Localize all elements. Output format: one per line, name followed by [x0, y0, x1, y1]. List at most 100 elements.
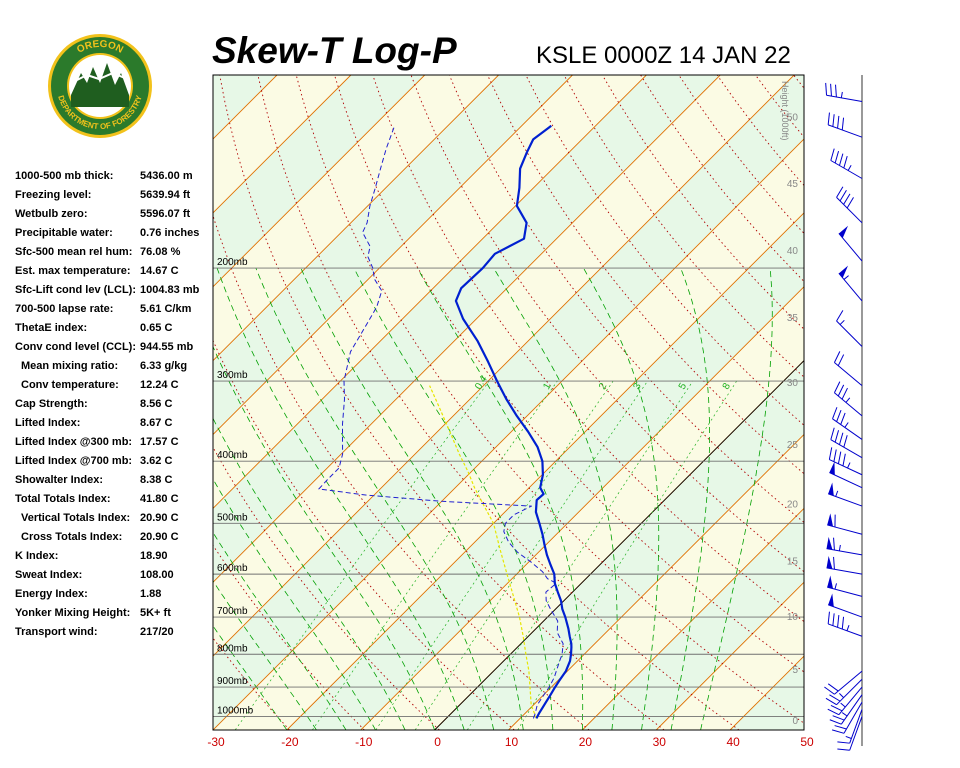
index-row: Conv cond level (CCL): 944.55 mb	[15, 339, 215, 358]
wind-barb-flag	[827, 683, 839, 692]
wind-barb-flag	[836, 186, 844, 198]
wind-barb	[836, 186, 863, 224]
wind-barb	[824, 670, 863, 695]
dry-adiabat-line	[219, 75, 665, 730]
pressure-label: 200mb	[217, 257, 248, 268]
index-value: 108.00	[140, 569, 174, 581]
moist-adiabat-line	[353, 267, 554, 730]
wind-barb	[833, 381, 863, 417]
wind-barb	[833, 351, 863, 387]
index-row: Total Totals Index: 41.80 C	[15, 491, 215, 510]
wind-barb	[830, 427, 863, 459]
index-row: K Index: 18.90	[15, 548, 215, 567]
svg-text:OREGON: OREGON	[75, 39, 125, 56]
wind-barb-flag	[832, 613, 835, 626]
dry-adiabat-line	[793, 75, 804, 89]
wind-barb-shaft	[826, 94, 863, 103]
index-row: Precipitable water: 0.76 inches	[15, 225, 215, 244]
wind-barb-flag	[841, 387, 848, 400]
wind-barb-flag	[834, 725, 847, 730]
wind-barb	[831, 701, 863, 734]
wind-barb-half-flag	[841, 712, 848, 717]
wind-barb-flag	[837, 115, 840, 129]
wind-barb-flag	[833, 449, 837, 462]
wind-barb-shaft	[836, 320, 863, 347]
wind-barb-flag	[830, 148, 835, 161]
index-row: Energy Index: 1.88	[15, 586, 215, 605]
moist-adiabat-line	[213, 580, 317, 730]
mixing-ratio-line	[517, 380, 737, 730]
wind-barb	[827, 686, 863, 716]
wind-barb-shaft	[836, 197, 863, 224]
isotherm-line	[213, 75, 721, 583]
isotherm-line	[213, 75, 499, 362]
wind-barb-shaft	[830, 160, 863, 179]
index-label: Total Totals Index:	[15, 493, 111, 505]
wind-barb-flag	[827, 708, 840, 716]
wind-barb-pennant	[827, 575, 834, 589]
wind-barb	[827, 112, 863, 138]
chart-title: Skew-T Log-P	[212, 30, 457, 71]
moist-adiabat-line	[300, 267, 524, 730]
wind-barb-pennant	[827, 513, 834, 527]
index-label: ThetaE index:	[15, 322, 88, 334]
index-row: 700-500 lapse rate: 5.61 C/km	[15, 301, 215, 320]
height-tick-label: 15	[787, 557, 799, 568]
index-value: 217/20	[140, 626, 174, 638]
wind-barb-shaft	[836, 678, 863, 706]
wind-barb-flag	[841, 117, 845, 131]
wind-barb-flag	[841, 616, 845, 630]
dry-adiabat-line	[334, 75, 804, 673]
isotherm-line	[878, 75, 960, 730]
wind-barb-shaft	[834, 362, 863, 387]
temperature-tick-label: -20	[281, 735, 299, 749]
index-value: 20.90 C	[140, 531, 179, 543]
wind-barb-flag	[839, 190, 847, 202]
index-row: Cross Totals Index: 20.90 C	[15, 529, 215, 548]
wind-barb	[838, 265, 863, 302]
wind-barb-shaft	[843, 701, 863, 734]
wind-barb-flag	[832, 407, 838, 419]
freezing-isotherm-line	[434, 359, 804, 730]
index-label: Energy Index:	[15, 588, 88, 600]
wind-barb-half-flag	[843, 275, 849, 280]
wind-barb	[837, 716, 863, 751]
isotherm-line	[213, 75, 647, 510]
wind-barb-flag	[833, 537, 835, 551]
temperature-band	[0, 75, 203, 730]
wind-barb-flag	[829, 719, 842, 725]
pressure-label: 1000mb	[217, 705, 254, 716]
stability-indices-panel: 1000-500 mb thick: 5436.00 m Freezing leve…	[15, 168, 215, 643]
wind-barb-shaft	[834, 392, 863, 417]
isotherm-line	[286, 212, 804, 730]
wind-barb-shaft	[838, 233, 863, 262]
moist-adiabat-line	[417, 267, 584, 730]
index-value: 6.33 g/kg	[140, 360, 188, 372]
index-label: Lifted Index @300 mb:	[15, 436, 133, 448]
wind-barb-flag	[842, 453, 846, 466]
wind-barb-flag	[840, 412, 846, 425]
temperature-tick-label: 50	[800, 735, 814, 749]
index-value: 12.24 C	[140, 379, 179, 391]
wind-barb-flag	[825, 82, 828, 96]
wind-barb-half-flag	[847, 462, 851, 469]
wind-barb-flag	[837, 451, 842, 464]
wind-barb-flag	[824, 686, 835, 695]
index-value: 8.38 C	[140, 474, 173, 486]
index-value: 1004.83 mb	[140, 284, 200, 296]
index-label: Sfc-500 mean rel hum:	[15, 246, 133, 258]
wind-barb-flag	[825, 697, 837, 706]
dry-adiabat-line	[870, 75, 960, 730]
index-value: 0.65 C	[140, 322, 173, 334]
index-row: Yonker Mixing Height: 5K+ ft	[15, 605, 215, 624]
wind-barb-pennant	[826, 536, 833, 550]
wind-barb-shaft	[849, 716, 863, 751]
wind-barb-flag	[843, 193, 851, 205]
index-label: Showalter Index:	[15, 474, 104, 486]
isotherm-line	[0, 75, 203, 730]
wind-barb-half-flag	[845, 735, 852, 739]
wind-barb-half-flag	[839, 693, 844, 698]
index-row: Sweat Index: 108.00	[15, 567, 215, 586]
height-tick-label: 0	[792, 716, 798, 727]
